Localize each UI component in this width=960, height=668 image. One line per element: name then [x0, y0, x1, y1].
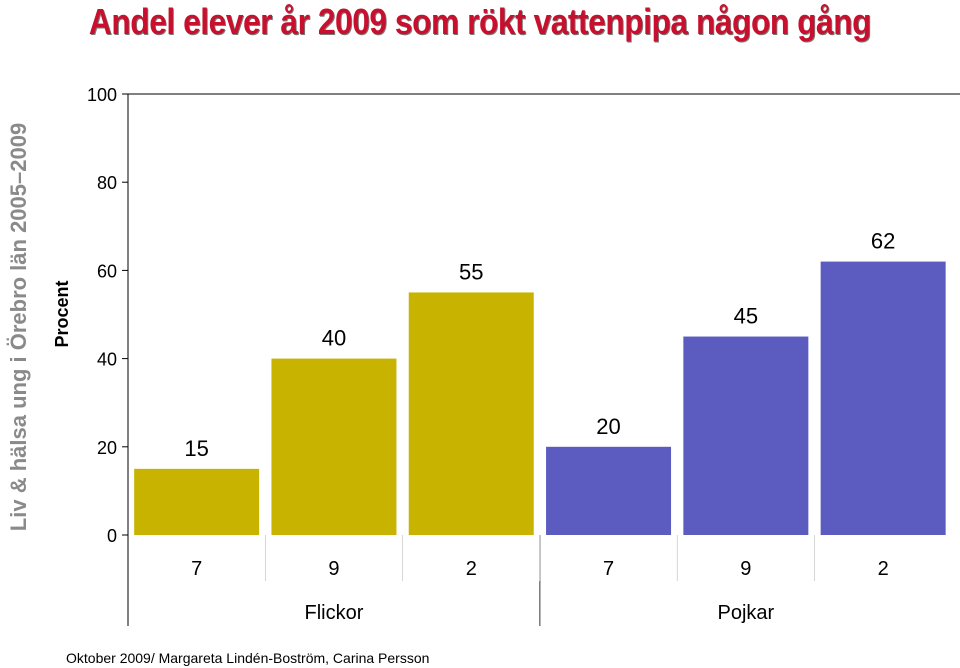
bar — [820, 261, 946, 535]
y-tick-label: 60 — [97, 261, 117, 281]
data-label: 20 — [596, 414, 620, 439]
category-label: 7 — [603, 558, 614, 580]
category-label: 7 — [191, 558, 202, 580]
footer-credit: Oktober 2009/ Margareta Lindén-Boström, … — [66, 650, 430, 666]
category-label: 2 — [878, 558, 889, 580]
y-tick-label: 80 — [97, 173, 117, 193]
bar — [271, 358, 397, 535]
y-tick-label: 20 — [97, 438, 117, 458]
y-axis-label: Procent — [52, 280, 72, 347]
data-label: 45 — [734, 304, 758, 329]
category-label: 9 — [328, 558, 339, 580]
bar — [134, 468, 260, 535]
data-label: 62 — [871, 229, 895, 254]
bar — [683, 336, 809, 535]
bar — [408, 292, 534, 535]
group-label: Flickor — [305, 602, 364, 624]
data-label: 40 — [322, 326, 346, 351]
data-label: 15 — [184, 436, 208, 461]
group-label: Pojkar — [717, 602, 774, 624]
data-label: 55 — [459, 259, 483, 284]
y-tick-label: 0 — [107, 526, 117, 546]
bar — [546, 446, 672, 535]
y-tick-label: 100 — [87, 85, 117, 105]
category-label: 2 — [466, 558, 477, 580]
y-tick-label: 40 — [97, 350, 117, 370]
chart-title: Andel elever år 2009 som rökt vattenpipa… — [88, 1, 872, 42]
category-label: 9 — [740, 558, 751, 580]
